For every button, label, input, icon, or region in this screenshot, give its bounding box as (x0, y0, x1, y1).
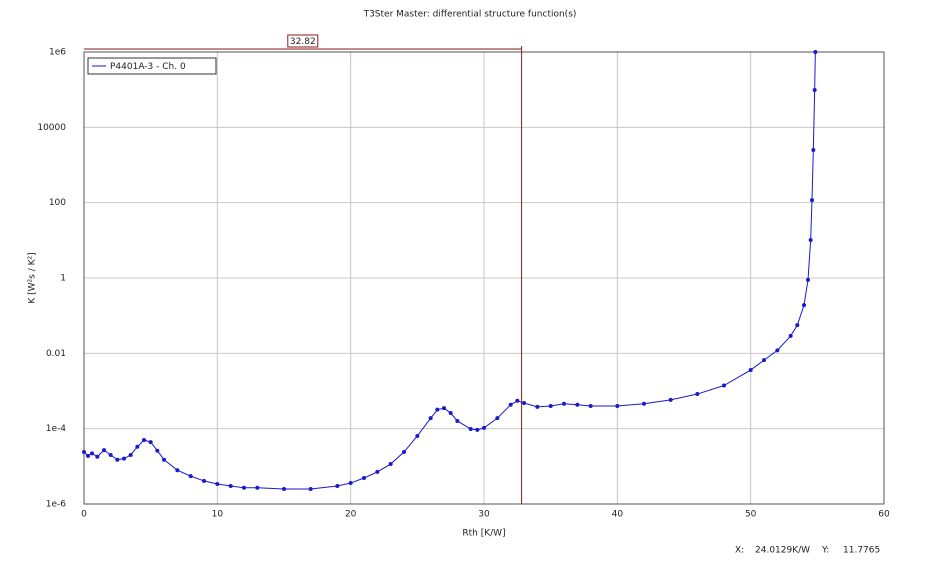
status-y-caption: Y: (821, 546, 829, 556)
y-tick-label: 0.01 (46, 349, 66, 359)
data-point (228, 484, 233, 489)
data-point (806, 277, 810, 282)
data-point (115, 457, 120, 462)
data-point (588, 403, 593, 408)
data-point (308, 487, 313, 492)
legend-label: P4401A-3 - Ch. 0 (110, 62, 186, 72)
data-point (442, 406, 446, 411)
data-point (455, 418, 460, 423)
data-point (813, 50, 818, 54)
data-point (162, 457, 166, 462)
x-tick-label: 50 (745, 510, 757, 520)
data-point (642, 401, 646, 406)
data-point (810, 198, 814, 203)
cursor-label-box (287, 34, 319, 48)
status-y-value: 11.7765 (843, 546, 880, 556)
data-point (811, 148, 816, 153)
data-point (548, 403, 553, 408)
data-point (175, 468, 180, 473)
x-axis-label: Rth [K/W] (462, 529, 505, 539)
x-tick-label: 40 (612, 510, 624, 520)
data-point (348, 481, 353, 486)
x-tick-label: 0 (81, 510, 87, 520)
series-line (83, 51, 816, 490)
data-point (415, 433, 420, 438)
data-point (802, 303, 806, 308)
y-tick-label: 1e-6 (46, 500, 67, 510)
data-point (202, 478, 206, 483)
data-point (482, 425, 486, 430)
data-point (722, 383, 726, 388)
chart-title: T3Ster Master: differential structure fu… (363, 10, 577, 20)
data-point (795, 323, 800, 328)
data-point (148, 440, 153, 445)
data-point (142, 438, 146, 443)
y-tick-label: 1 (60, 274, 66, 284)
data-point (188, 474, 193, 479)
data-point (575, 402, 580, 407)
data-point (435, 407, 440, 412)
data-point (495, 416, 500, 421)
plot-frame (83, 51, 885, 505)
data-point (128, 452, 133, 457)
y-tick-label: 1e6 (49, 48, 66, 58)
data-point (362, 476, 366, 481)
data-point (475, 427, 480, 432)
data-point (82, 450, 86, 455)
data-point (775, 348, 780, 353)
data-point (468, 426, 473, 431)
x-tick-label: 30 (478, 510, 490, 520)
data-point (535, 404, 540, 409)
data-point (402, 450, 406, 455)
data-point (788, 333, 793, 338)
data-point (102, 448, 106, 453)
cursor-label: 32.82 (290, 37, 316, 47)
data-point (562, 401, 566, 406)
data-point (668, 397, 673, 402)
data-point (615, 403, 620, 408)
data-point (215, 481, 220, 486)
x-tick-label: 20 (345, 510, 357, 520)
data-point (428, 416, 433, 421)
data-point (282, 487, 286, 492)
data-point (695, 392, 700, 397)
y-tick-label: 10000 (37, 123, 66, 133)
data-point (86, 453, 90, 458)
status-x-value: 24.0129K/W (755, 546, 810, 556)
status-x-caption: X: (735, 546, 744, 556)
x-tick-label: 60 (878, 510, 890, 520)
data-point (762, 358, 766, 363)
data-point (515, 398, 520, 403)
data-point (122, 456, 126, 461)
data-point (108, 452, 113, 457)
data-point (95, 454, 100, 459)
data-point (255, 485, 260, 490)
data-point (155, 448, 160, 453)
data-point (388, 462, 393, 467)
data-point (448, 411, 453, 416)
y-tick-label: 1e-4 (46, 424, 67, 434)
data-point (242, 485, 246, 490)
data-point (748, 368, 753, 373)
data-point (808, 238, 813, 243)
legend-box (87, 57, 217, 75)
y-tick-label: 100 (49, 198, 66, 208)
data-point (135, 444, 140, 449)
x-tick-label: 10 (212, 510, 224, 520)
data-point (508, 402, 513, 407)
data-point (335, 484, 340, 489)
y-axis-label: K [W²s / K²] (28, 252, 38, 303)
data-point (522, 401, 526, 406)
data-point (90, 451, 94, 456)
data-point (812, 87, 817, 92)
data-point (375, 469, 380, 474)
